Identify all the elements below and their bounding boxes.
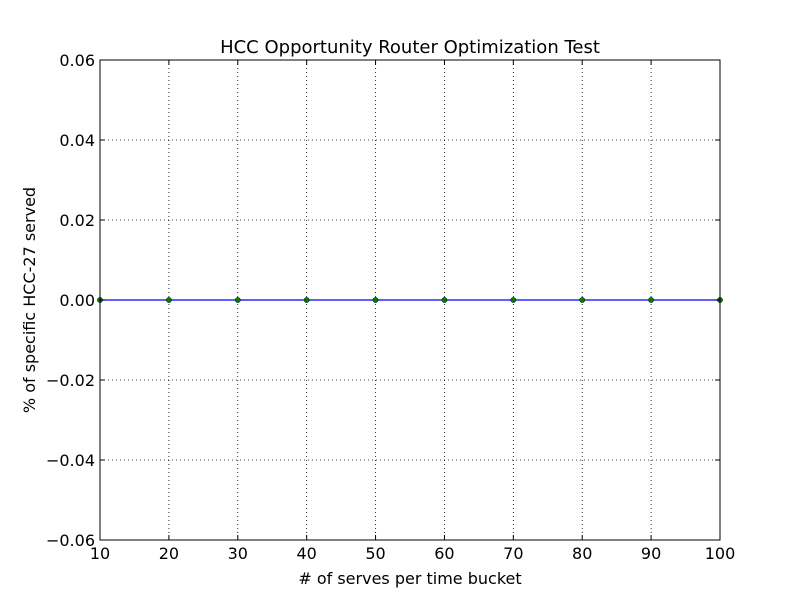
- y-tick-label: 0.00: [59, 291, 95, 310]
- y-tick-label: 0.02: [59, 211, 95, 230]
- x-tick-label: 80: [572, 544, 592, 563]
- data-point: [372, 297, 379, 303]
- x-tick-label: 40: [296, 544, 316, 563]
- x-tick-label: 30: [228, 544, 248, 563]
- x-tick-label: 50: [365, 544, 385, 563]
- y-tick-label: −0.04: [46, 451, 95, 470]
- y-tick-label: 0.06: [59, 51, 95, 70]
- x-tick-label: 20: [159, 544, 179, 563]
- x-tick-label: 60: [434, 544, 454, 563]
- data-point: [441, 297, 448, 303]
- y-axis-label: % of specific HCC-27 served: [20, 187, 39, 413]
- x-tick-label: 10: [90, 544, 110, 563]
- data-point: [234, 297, 241, 303]
- data-point: [510, 297, 517, 303]
- ticks: 10 20 30 40 50 60 70 80 90 100 0.06 0.04 0.02 0.00 −0.…: [46, 51, 735, 563]
- x-tick-label: 100: [705, 544, 736, 563]
- data-point: [166, 297, 172, 303]
- y-tick-label: −0.02: [46, 371, 95, 390]
- y-tick-label: −0.06: [46, 531, 95, 550]
- chart-title: HCC Opportunity Router Optimization Test: [220, 37, 600, 58]
- data-point: [648, 297, 654, 303]
- x-tick-label: 90: [641, 544, 661, 563]
- series-layer: [97, 297, 723, 303]
- data-point: [579, 297, 586, 303]
- data-point: [303, 297, 310, 303]
- x-tick-label: 70: [503, 544, 523, 563]
- x-axis-label: # of serves per time bucket: [298, 569, 521, 588]
- y-tick-label: 0.04: [59, 131, 95, 150]
